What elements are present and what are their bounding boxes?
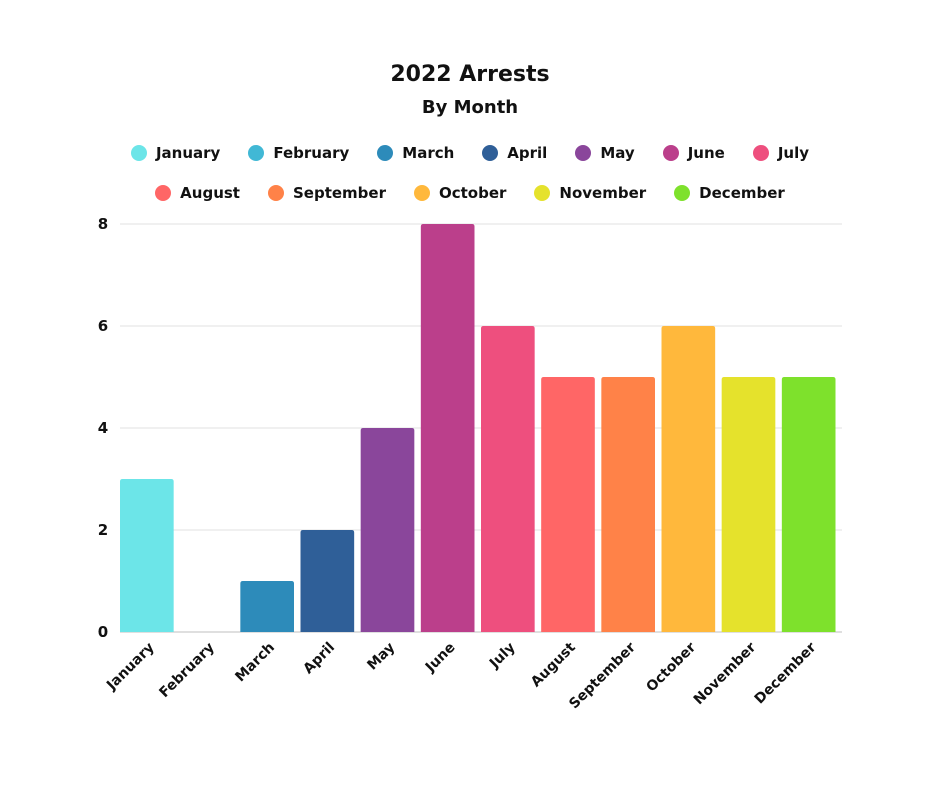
legend-item: June bbox=[662, 144, 725, 162]
legend-item: December bbox=[674, 184, 785, 202]
x-tick-label: August bbox=[528, 639, 579, 690]
legend-marker-icon bbox=[155, 185, 172, 201]
x-tick-label: January bbox=[103, 640, 158, 695]
legend-marker-icon bbox=[267, 185, 284, 201]
legend-marker-icon bbox=[674, 185, 691, 201]
bar-october bbox=[661, 326, 716, 632]
y-tick-label: 6 bbox=[98, 317, 108, 335]
legend-label: May bbox=[600, 144, 635, 162]
x-tick-label: April bbox=[300, 640, 338, 678]
legend-item: May bbox=[575, 144, 635, 162]
legend-item: October bbox=[413, 184, 507, 202]
x-tick-label: July bbox=[486, 640, 519, 673]
legend-marker-icon bbox=[575, 145, 592, 161]
legend-label: August bbox=[180, 184, 240, 202]
bar-september bbox=[601, 377, 655, 632]
bar-may bbox=[360, 428, 415, 632]
legend-marker-icon bbox=[534, 185, 551, 201]
legend-label: September bbox=[292, 184, 386, 202]
chart-subtitle: By Month bbox=[421, 97, 519, 118]
legend-marker-icon bbox=[413, 185, 430, 201]
bar-july bbox=[481, 326, 535, 632]
y-tick-label: 2 bbox=[98, 521, 108, 539]
legend-marker-icon bbox=[130, 145, 147, 161]
legend-item: November bbox=[534, 184, 646, 202]
legend-row-1: January February March April May June Ju… bbox=[0, 144, 940, 162]
x-tick-label: October bbox=[643, 639, 699, 695]
legend-item: July bbox=[752, 144, 810, 162]
legend-row-2: August September October November Decemb… bbox=[0, 184, 940, 202]
legend-label: November bbox=[559, 184, 647, 202]
legend-label: April bbox=[507, 144, 548, 162]
x-tick-label: June bbox=[422, 640, 459, 677]
bar-june bbox=[420, 224, 475, 632]
bar-december bbox=[781, 377, 836, 632]
y-tick-label: 8 bbox=[98, 215, 108, 233]
bar-january bbox=[120, 479, 174, 632]
y-tick-label: 0 bbox=[98, 623, 108, 641]
bar-august bbox=[541, 377, 595, 632]
bar-april bbox=[300, 530, 355, 632]
legend-label: June bbox=[687, 144, 725, 162]
legend-item: August bbox=[155, 184, 240, 202]
x-tick-label: November bbox=[691, 639, 760, 708]
legend-label: October bbox=[438, 184, 507, 202]
legend-label: January bbox=[155, 144, 221, 162]
legend-marker-icon bbox=[752, 145, 769, 161]
legend-item: September bbox=[267, 184, 386, 202]
legend-item: February bbox=[248, 144, 349, 162]
y-tick-label: 4 bbox=[98, 419, 108, 437]
x-tick-label: March bbox=[232, 640, 278, 686]
legend-label: February bbox=[273, 144, 350, 162]
legend-item: March bbox=[377, 144, 454, 162]
legend-marker-icon bbox=[662, 145, 679, 161]
legend-marker-icon bbox=[377, 145, 394, 161]
legend-label: July bbox=[777, 144, 810, 162]
legend-marker-icon bbox=[482, 145, 499, 161]
chart-title: 2022 Arrests bbox=[390, 62, 550, 87]
legend-label: March bbox=[402, 144, 455, 162]
x-tick-label: February bbox=[156, 640, 217, 701]
x-tick-label: May bbox=[364, 640, 398, 674]
legend-item: April bbox=[482, 144, 547, 162]
legend-marker-icon bbox=[248, 145, 265, 161]
x-tick-label: December bbox=[752, 639, 820, 707]
bar-march bbox=[240, 581, 294, 632]
bar-november bbox=[721, 377, 776, 632]
legend-item: January bbox=[130, 144, 221, 162]
legend-label: December bbox=[699, 184, 785, 202]
